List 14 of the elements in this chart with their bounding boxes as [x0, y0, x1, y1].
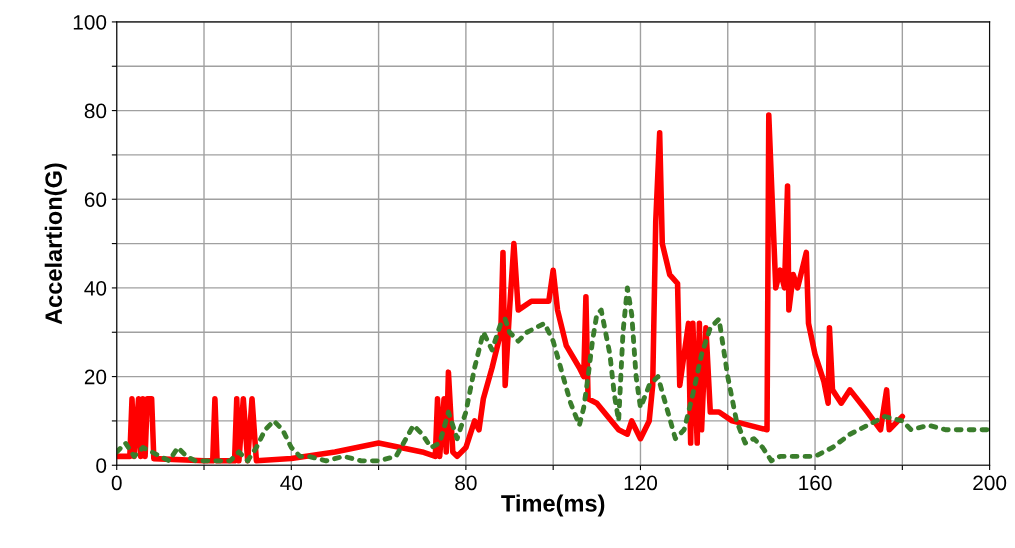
- y-tick-label: 80: [84, 103, 107, 119]
- y-axis-title: Accelartion(G): [44, 163, 67, 325]
- y-tick-label: 60: [84, 192, 107, 208]
- y-tick-label: 0: [96, 458, 107, 474]
- y-tick-label: 100: [73, 14, 107, 30]
- x-tick-label: 160: [799, 475, 832, 491]
- x-tick-label: 80: [455, 475, 477, 491]
- x-tick-label: 120: [624, 475, 658, 491]
- y-tick-label: 20: [84, 369, 107, 385]
- y-tick-label: 40: [84, 280, 107, 296]
- x-axis-title: Time(ms): [501, 494, 605, 517]
- x-tick-label: 40: [280, 475, 303, 491]
- x-tick-label: 0: [111, 475, 122, 491]
- x-tick-label: 200: [973, 475, 1007, 491]
